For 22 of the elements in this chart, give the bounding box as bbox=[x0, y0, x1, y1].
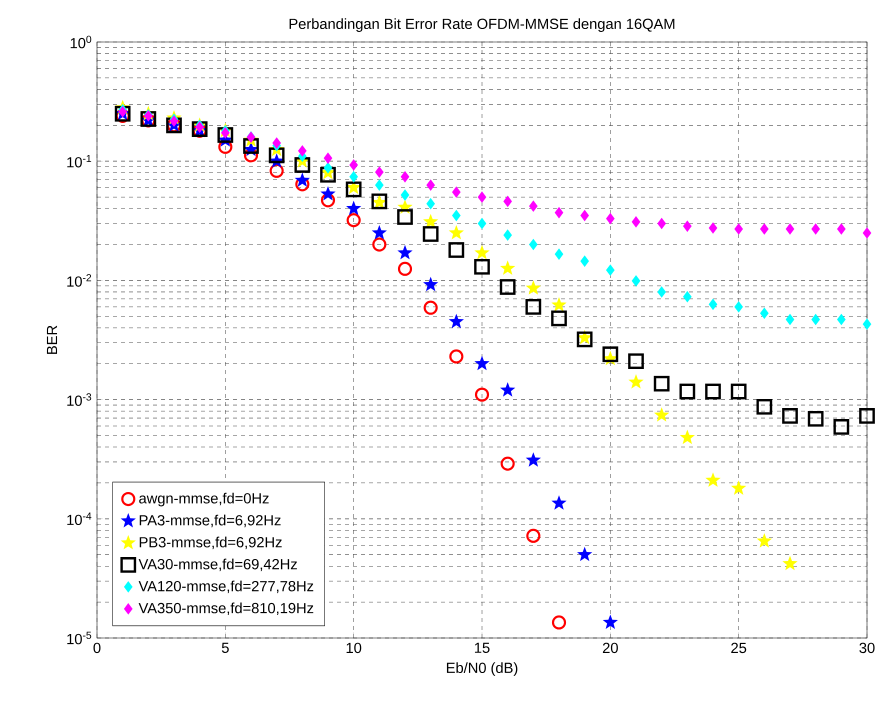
legend-label: VA350-mmse,fd=810,19Hz bbox=[138, 602, 314, 616]
x-tick-label: 15 bbox=[474, 642, 490, 653]
y-tick-label: 10$^{-1}$ bbox=[67, 154, 92, 168]
chart-title: Perbandingan Bit Error Rate OFDM-MMSE dengan 16QAM bbox=[290, 18, 674, 32]
x-axis-title: Eb/N0 (dB) bbox=[446, 662, 518, 676]
y-axis-title: BER bbox=[46, 326, 58, 354]
x-tick-label: 30 bbox=[859, 642, 875, 654]
x-tick-label: 10 bbox=[346, 642, 362, 654]
y-tick-label: 10$^{-5}$ bbox=[67, 632, 92, 644]
legend-label: VA120-mmse,fd=277,78Hz bbox=[138, 580, 314, 594]
y-tick-label: 10$^{-2}$ bbox=[67, 274, 92, 287]
x-tick-label: 0 bbox=[93, 642, 100, 654]
y-tick-label: 10$^{-4}$ bbox=[67, 512, 92, 526]
legend-label: PA3-mmse,fd=6,92Hz bbox=[140, 514, 281, 528]
y-tick-label: 10$^{-3}$ bbox=[67, 393, 92, 406]
legend-label: PB3-mmse,fd=6,92Hz bbox=[140, 536, 282, 550]
x-tick-label: 25 bbox=[731, 642, 746, 654]
x-tick-label: 20 bbox=[602, 642, 618, 654]
y-tick-label: 10$^{0}$ bbox=[70, 36, 92, 48]
x-tick-label: 5 bbox=[222, 642, 229, 653]
legend-label: VA30-mmse,fd=69,42Hz bbox=[138, 558, 297, 572]
legend-label: awgn-mmse,fd=0Hz bbox=[139, 492, 269, 506]
